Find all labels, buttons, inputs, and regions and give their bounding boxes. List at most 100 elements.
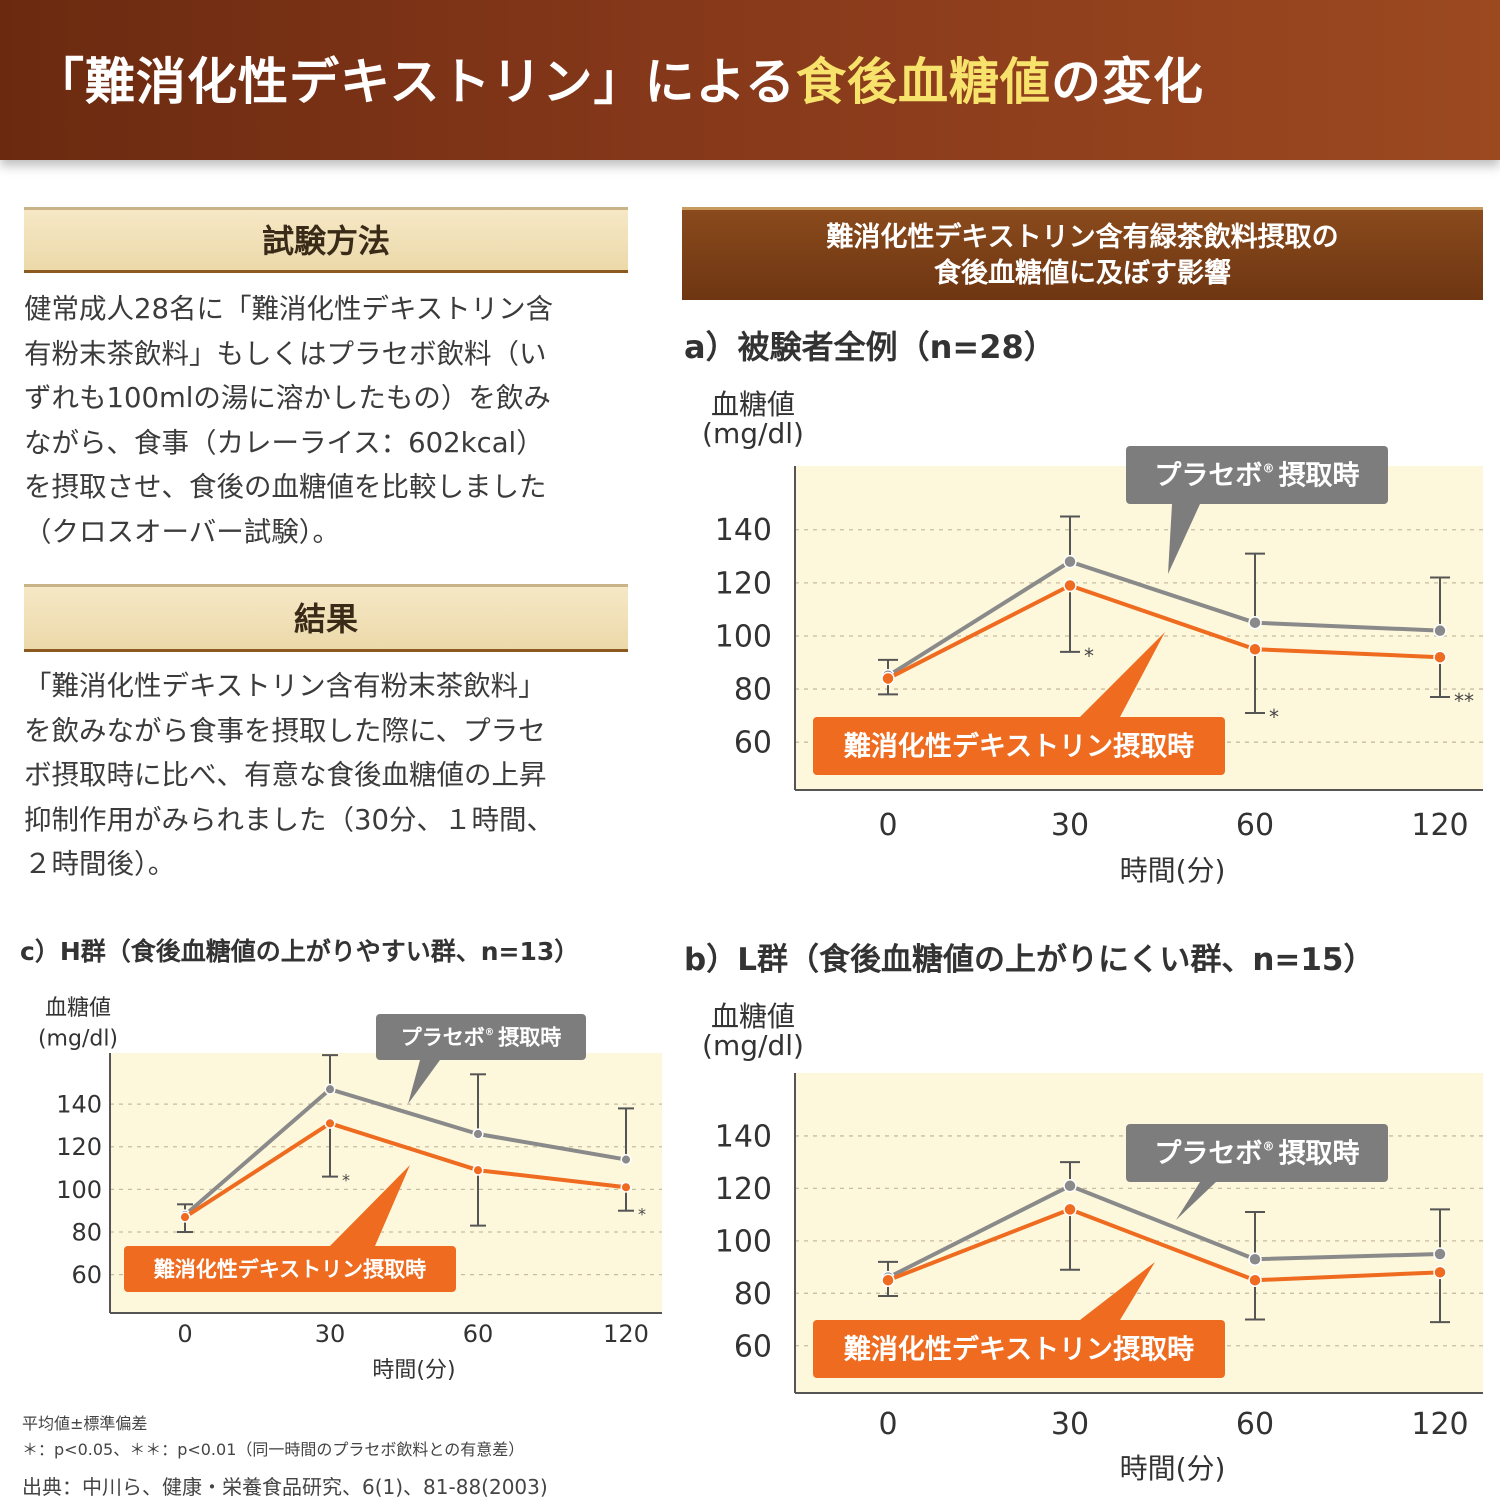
placebo-callout-tail	[1176, 1182, 1216, 1220]
dextrin-point	[472, 1164, 484, 1176]
placebo-label-suffix: 摂取時	[498, 1026, 561, 1050]
y-axis-unit: (mg/dl)	[38, 1027, 118, 1052]
result-text: 「難消化性デキストリン含有粉末茶飲料」 を飲みながら食事を摂取した際に、プラセ …	[24, 664, 634, 887]
dextrin-point	[1433, 1265, 1447, 1280]
dextrin-callout: 難消化性デキストリン摂取時	[813, 1262, 1225, 1378]
placebo-point	[324, 1083, 336, 1095]
chart-c: 60 80 100 120 140 0 30 60 120 血糖値 (mg/dl) 時間(分) * * プラ…	[38, 996, 662, 1383]
dextrin-callout: 難消化性デキストリン摂取時	[124, 1165, 456, 1292]
dextrin-callout-label: 難消化性デキストリン摂取時	[844, 731, 1194, 763]
result-line: 「難消化性デキストリン含有粉末茶飲料」	[24, 670, 546, 702]
dextrin-callout-label: 難消化性デキストリン摂取時	[844, 1334, 1194, 1366]
dextrin-point	[324, 1117, 336, 1129]
dextrin-point	[1063, 1202, 1077, 1217]
placebo-point	[1433, 623, 1447, 638]
significance-mark: *	[638, 1205, 646, 1224]
y-tick-label: 120	[56, 1133, 102, 1161]
method-line: （クロスオーバー試験）。	[24, 515, 340, 548]
placebo-callout-tail	[1168, 504, 1200, 574]
dextrin-point	[1248, 1273, 1262, 1287]
y-tick-label: 140	[715, 513, 772, 548]
x-tick-label: 0	[177, 1320, 192, 1348]
method-line: 有粉末茶飲料」もしくはプラセボ飲料（い	[24, 337, 547, 370]
dextrin-callout-box	[813, 717, 1225, 775]
placebo-label-text: プラセボ	[401, 1026, 485, 1050]
x-axis-label: 時間(分)	[1120, 854, 1226, 887]
method-line: 健常成人28名に「難消化性デキストリン含	[24, 293, 554, 325]
placebo-point	[1248, 1252, 1262, 1266]
dextrin-point	[620, 1181, 632, 1193]
placebo-point	[1433, 1247, 1447, 1261]
placebo-callout-label: プラセボ® 摂取時	[1154, 461, 1359, 492]
placebo-series-line	[183, 1087, 627, 1217]
significance-mark: *	[1269, 705, 1279, 729]
dextrin-callout-tail	[330, 1165, 410, 1246]
result-heading: 結果	[24, 584, 628, 652]
dextrin-series-line	[887, 583, 1441, 681]
dextrin-callout-label: 難消化性デキストリン摂取時	[154, 1258, 426, 1282]
dextrin-point	[1248, 642, 1262, 656]
placebo-registered-mark: ®	[1262, 1140, 1274, 1154]
significance-mark: *	[1084, 644, 1094, 668]
y-axis-unit: (mg/dl)	[702, 417, 804, 450]
placebo-label-text: プラセボ	[1154, 1139, 1262, 1170]
footnote-source: 出典：中川ら、健康・栄養食品研究、6(1)、81-88(2003)	[22, 1475, 548, 1499]
placebo-callout: プラセボ® 摂取時	[1126, 446, 1388, 574]
y-tick-label: 140	[56, 1091, 102, 1119]
y-tick-label: 100	[56, 1176, 102, 1204]
x-tick-label: 30	[1051, 1407, 1089, 1442]
page-title-highlight: 食後血糖値	[796, 53, 1051, 111]
dextrin-callout-tail	[1080, 1262, 1155, 1320]
method-line: を摂取させ、食後の血糖値を比較しました	[24, 471, 547, 504]
dextrin-point	[881, 1273, 895, 1287]
x-axis-label: 時間(分)	[1120, 1452, 1226, 1485]
dextrin-series-line	[183, 1121, 627, 1219]
y-tick-label: 80	[734, 1277, 772, 1312]
placebo-registered-mark: ®	[1262, 462, 1274, 476]
method-heading: 試験方法	[24, 207, 628, 273]
chart-b-title: b）L群（食後血糖値の上がりにくい群、n=15）	[684, 942, 1375, 978]
dextrin-point	[1433, 650, 1447, 664]
page-title-pre: 「難消化性デキストリン」による	[34, 53, 796, 111]
dextrin-point	[1063, 578, 1077, 593]
placebo-callout-box	[1126, 446, 1388, 504]
dextrin-callout-tail	[1080, 632, 1165, 717]
x-tick-label: 30	[1051, 808, 1089, 843]
placebo-callout: プラセボ® 摂取時	[376, 1014, 586, 1104]
y-tick-label: 100	[715, 619, 772, 654]
placebo-point	[1063, 1179, 1077, 1193]
result-line: ボ摂取時に比べ、有意な食後血糖値の上昇	[24, 759, 547, 792]
x-tick-label: 120	[603, 1320, 649, 1348]
y-tick-label: 120	[715, 566, 772, 601]
x-tick-label: 120	[1411, 1407, 1468, 1442]
y-axis-label: 血糖値	[45, 996, 111, 1021]
x-axis-label: 時間(分)	[372, 1358, 455, 1383]
title-banner: 「難消化性デキストリン」による食後血糖値の変化	[0, 0, 1500, 160]
placebo-callout-label: プラセボ® 摂取時	[401, 1026, 561, 1050]
dextrin-point	[881, 671, 895, 686]
placebo-callout: プラセボ® 摂取時	[1126, 1124, 1388, 1220]
placebo-label-suffix: 摂取時	[1279, 461, 1360, 492]
dextrin-callout-box	[124, 1246, 456, 1292]
placebo-callout-box	[1126, 1124, 1388, 1182]
page-title-post: の変化	[1051, 53, 1204, 111]
placebo-callout-label: プラセボ® 摂取時	[1154, 1139, 1359, 1170]
y-tick-label: 80	[71, 1218, 102, 1246]
method-line: ながら、食事（カレーライス：602kcal）	[24, 426, 544, 459]
x-tick-label: 0	[878, 1407, 897, 1442]
x-tick-label: 120	[1411, 808, 1468, 843]
result-line: 抑制作用がみられました（30分、１時間、	[24, 803, 554, 836]
y-tick-label: 80	[734, 673, 772, 708]
placebo-series-line	[887, 1183, 1441, 1280]
x-tick-label: 60	[1236, 808, 1274, 843]
y-tick-label: 60	[734, 1329, 772, 1364]
y-tick-label: 60	[71, 1261, 102, 1289]
x-tick-label: 0	[878, 808, 897, 843]
dextrin-point	[179, 1211, 191, 1223]
placebo-point	[1248, 615, 1262, 630]
y-tick-label: 60	[734, 726, 772, 761]
chart-section-header-line2: 食後血糖値に及ぼす影響	[934, 258, 1231, 289]
footnote-mean-sd: 平均値±標準偏差	[22, 1414, 148, 1433]
method-text: 健常成人28名に「難消化性デキストリン含 有粉末茶飲料」もしくはプラセボ飲料（い…	[24, 287, 634, 555]
